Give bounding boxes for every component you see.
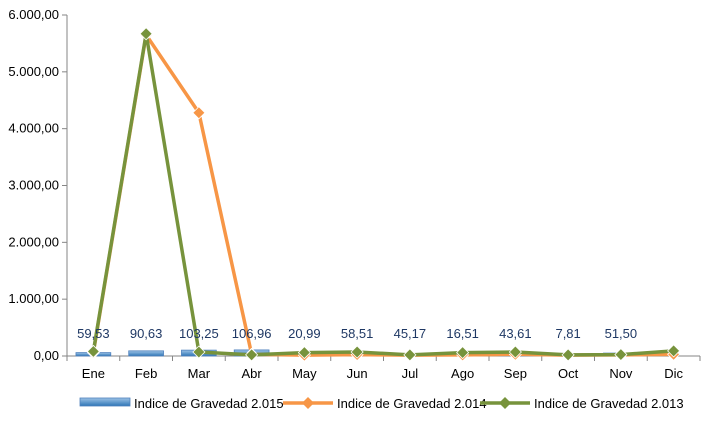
x-tick-label: Jul — [402, 366, 419, 381]
line-series — [86, 27, 681, 362]
y-tick-label: 4.000,00 — [8, 121, 59, 136]
legend-marker — [302, 397, 314, 409]
y-axis: 0,00 1.000,00 2.000,00 3.000,00 4.000,00 5.00… — [8, 7, 68, 363]
series-marker — [508, 345, 522, 359]
x-tick-label: Sep — [504, 366, 527, 381]
legend-swatch — [79, 397, 131, 407]
series-marker — [456, 346, 470, 360]
data-label: 58,51 — [341, 326, 374, 341]
series-line — [91, 32, 674, 357]
x-tick-label: May — [292, 366, 317, 381]
data-label: 51,50 — [605, 326, 638, 341]
x-tick-label: Nov — [609, 366, 633, 381]
series-marker — [245, 348, 259, 362]
y-tick-label: 5.000,00 — [8, 64, 59, 79]
y-tick-label: 6.000,00 — [8, 7, 59, 22]
data-label: 106,96 — [232, 326, 272, 341]
legend-label: Indice de Gravedad 2.015 — [134, 396, 284, 411]
series-marker — [350, 345, 364, 359]
series-marker — [667, 344, 681, 358]
data-label: 45,17 — [394, 326, 427, 341]
y-tick-label: 1.000,00 — [8, 291, 59, 306]
y-tick-label: 3.000,00 — [8, 178, 59, 193]
series-marker — [192, 106, 206, 120]
x-tick-label: Ene — [82, 366, 105, 381]
legend-label: Indice de Gravedad 2.014 — [337, 396, 487, 411]
series-marker — [86, 344, 100, 359]
data-label: 20,99 — [288, 326, 321, 341]
legend: Indice de Gravedad 2.015 Indice de Graved… — [79, 396, 684, 411]
series-marker — [139, 27, 153, 41]
series-marker — [403, 348, 417, 362]
y-tick-label: 0,00 — [34, 348, 59, 363]
bar — [128, 350, 164, 357]
data-label: 16,51 — [446, 326, 479, 341]
data-label: 59,53 — [77, 326, 110, 341]
x-tick-label: Mar — [188, 366, 211, 381]
x-tick-label: Abr — [242, 366, 263, 381]
data-label: 103,25 — [179, 326, 219, 341]
data-label: 7,81 — [555, 326, 580, 341]
series-marker — [192, 345, 206, 359]
series-marker — [561, 348, 575, 362]
x-tick-label: Feb — [135, 366, 157, 381]
legend-label: Indice de Gravedad 2.013 — [534, 396, 684, 411]
x-axis: Ene Feb Mar Abr May Jun Jul Ago Sep Oct Nov Dic — [66, 355, 701, 381]
data-label: 90,63 — [130, 326, 163, 341]
data-label: 43,61 — [499, 326, 532, 341]
x-tick-label: Ago — [451, 366, 474, 381]
x-tick-label: Jun — [347, 366, 368, 381]
series-marker — [614, 348, 628, 362]
x-tick-label: Oct — [558, 366, 579, 381]
series-line — [91, 33, 674, 357]
series-marker — [297, 346, 311, 360]
y-tick-label: 2.000,00 — [8, 234, 59, 249]
x-tick-label: Dic — [664, 366, 683, 381]
legend-marker — [499, 397, 511, 409]
data-labels: 59,53 90,63 103,25 106,96 20,99 58,51 45,17 16,… — [77, 326, 637, 341]
